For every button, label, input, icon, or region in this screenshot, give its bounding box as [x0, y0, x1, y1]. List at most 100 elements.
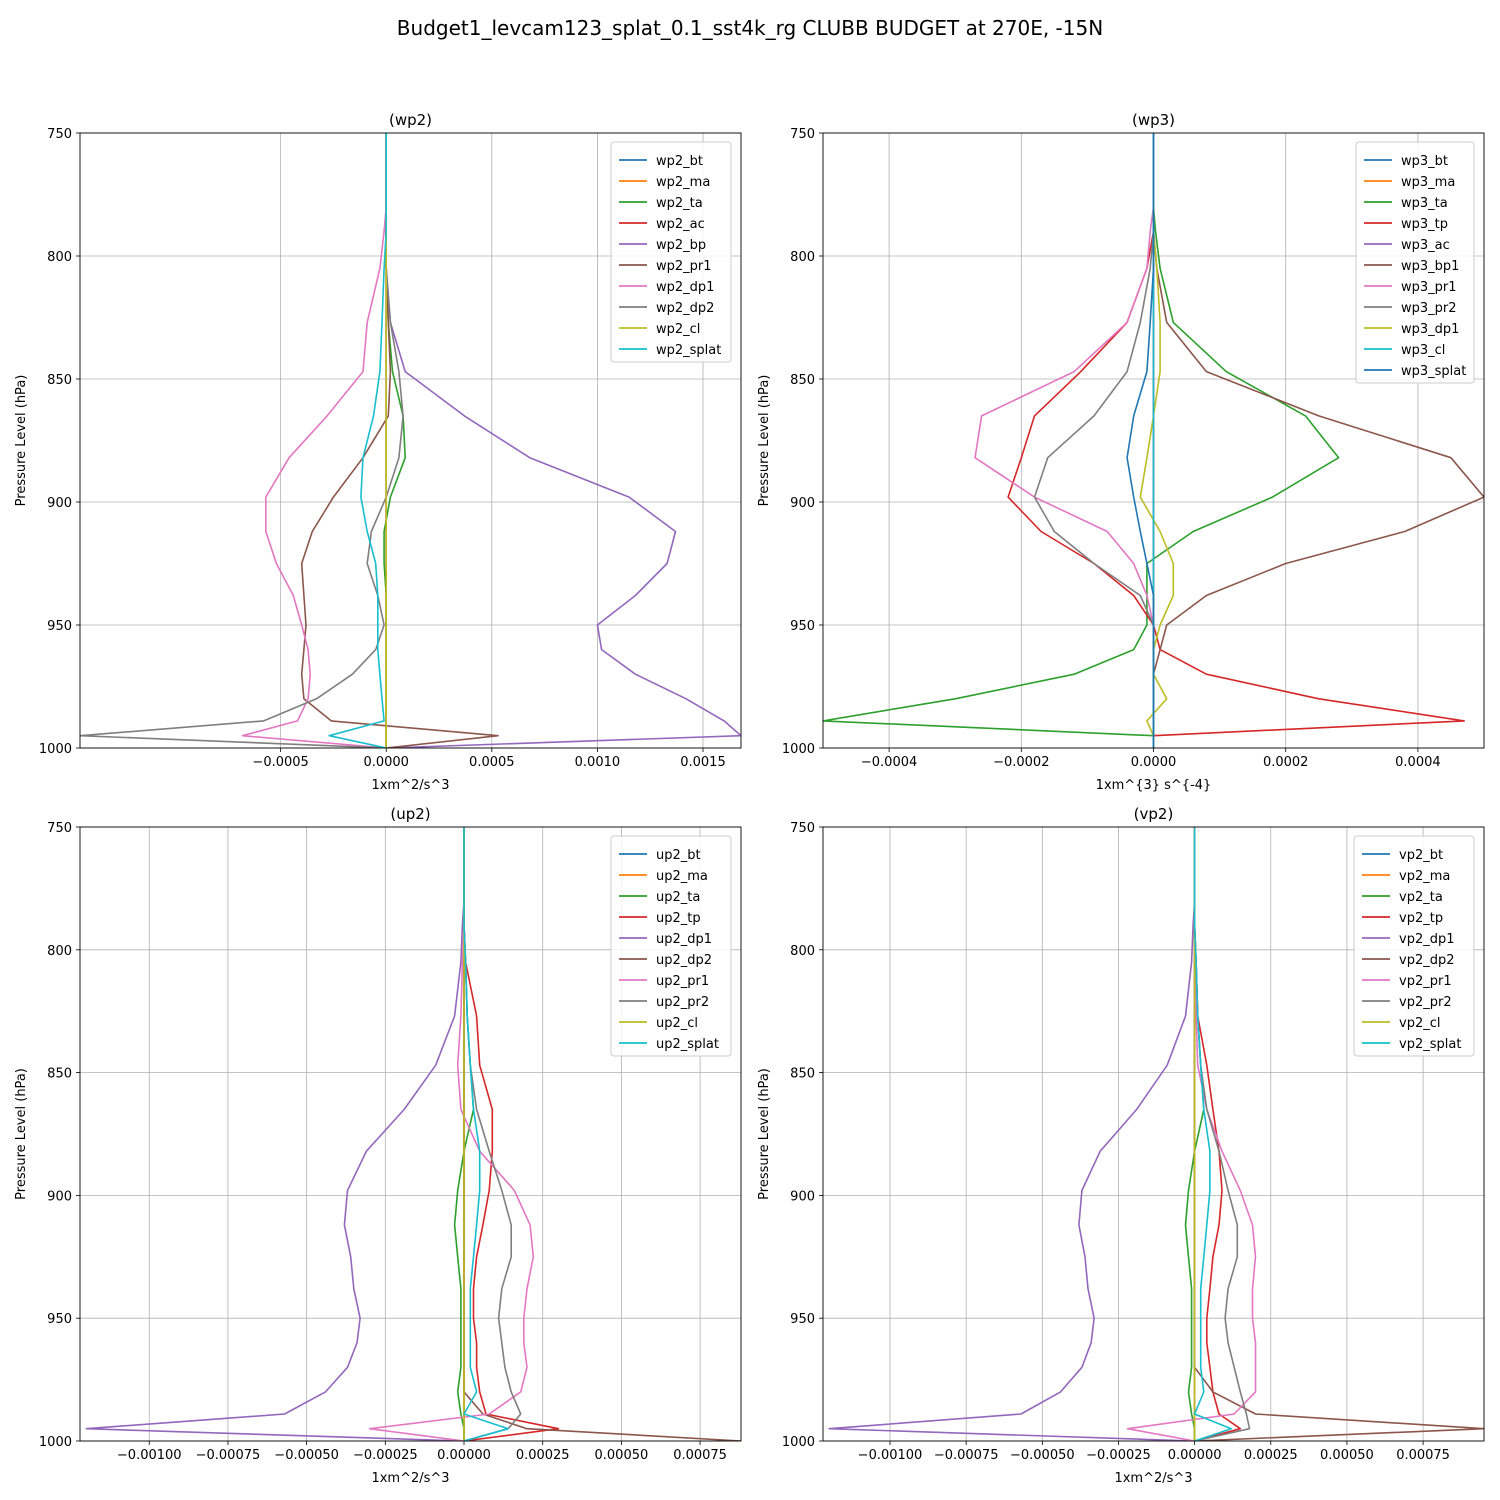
x-axis-label: 1xm^2/s^3 [371, 778, 449, 793]
y-tick-label: 900 [790, 1189, 815, 1204]
x-tick-label: 0.00050 [1320, 1448, 1374, 1463]
series-line-up2_tp [463, 827, 560, 1441]
y-tick-label: 1000 [782, 742, 815, 757]
chart-title: (wp3) [1132, 111, 1175, 129]
series-line-wp3_ta [823, 133, 1340, 748]
legend-entry: wp3_cl [1401, 343, 1445, 358]
y-axis-label: Pressure Level (hPa) [757, 375, 772, 507]
legend-entry: wp2_ma [656, 175, 710, 190]
y-tick-label: 800 [790, 944, 815, 959]
legend-entry: up2_ma [656, 869, 708, 884]
series-line-vp2_pr2 [1193, 827, 1251, 1441]
series-line-wp3_pr1 [974, 133, 1155, 748]
x-tick-label: −0.0004 [861, 755, 917, 770]
legend-entry: up2_dp1 [656, 932, 712, 947]
x-tick-label: 0.0004 [1395, 755, 1441, 770]
x-tick-label: −0.00075 [196, 1448, 261, 1463]
legend-entry: wp3_ta [1401, 196, 1448, 211]
series-line-wp2_ta [383, 133, 407, 748]
legend-entry: wp2_dp1 [656, 280, 714, 295]
y-tick-label: 900 [47, 1189, 72, 1204]
series-line-wp3_pr2 [1033, 133, 1155, 748]
x-tick-label: −0.00100 [117, 1448, 182, 1463]
series-line-up2_dp1 [85, 827, 465, 1441]
y-tick-label: 750 [790, 127, 815, 142]
legend-entry: wp2_dp2 [656, 301, 714, 316]
series-line-vp2_splat [1193, 827, 1232, 1441]
legend: vp2_bt vp2_ma vp2_ta vp2_tp vp2_dp1 vp2_dp2vp… [1353, 835, 1475, 1057]
x-tick-label: 0.0005 [469, 755, 515, 770]
series-group [80, 133, 741, 748]
legend-entry: up2_tp [656, 911, 701, 926]
x-tick-label: 0.0002 [1263, 755, 1309, 770]
x-tick-label: −0.00050 [274, 1448, 339, 1463]
y-tick-label: 800 [47, 250, 72, 265]
x-tick-label: −0.0005 [252, 755, 308, 770]
y-tick-label: 850 [790, 373, 815, 388]
x-tick-label: −0.00050 [1010, 1448, 1075, 1463]
y-axis-label: Pressure Level (hPa) [14, 375, 29, 507]
x-tick-label: −0.0002 [993, 755, 1049, 770]
legend-entry: up2_pr2 [656, 995, 709, 1010]
x-tick-label: 0.00000 [437, 1448, 491, 1463]
chart-panel-4: −0.00100 −0.00075 −0.00050 −0.00025 0.00000 0… [757, 805, 1485, 1486]
series-line-up2_pr1 [368, 827, 535, 1441]
figure-title: Budget1_levcam123_splat_0.1_sst4k_rg CLU… [396, 16, 1104, 40]
y-tick-label: 1000 [782, 1435, 815, 1450]
legend-entry: vp2_dp2 [1399, 953, 1455, 968]
y-tick-label: 950 [790, 619, 815, 634]
legend-entry: up2_splat [656, 1037, 719, 1052]
x-axis-label: 1xm^2/s^3 [371, 1471, 449, 1486]
plot-frame [79, 826, 742, 1442]
chart-panel-2: −0.0004 −0.0002 0.0000 0.0002 0.0004 750 800 85… [757, 111, 1485, 793]
legend-entry: wp3_pr1 [1401, 280, 1457, 295]
series-line-up2_splat [463, 827, 509, 1441]
legend-entry: wp3_ma [1401, 175, 1455, 190]
legend-entry: wp2_bp [656, 238, 706, 253]
plot-frame [822, 132, 1485, 749]
series-group [823, 133, 1484, 748]
y-tick-label: 1000 [39, 1435, 72, 1450]
series-group [85, 827, 741, 1441]
x-tick-label: 0.00025 [1244, 1448, 1298, 1463]
legend-entry: vp2_pr1 [1399, 974, 1452, 989]
y-tick-label: 1000 [39, 742, 72, 757]
y-tick-label: 750 [47, 821, 72, 836]
series-line-wp3_splat [1126, 133, 1155, 748]
legend-entry: wp2_splat [656, 343, 721, 358]
legend-entry: wp3_bt [1401, 154, 1448, 169]
y-tick-label: 900 [47, 496, 72, 511]
x-tick-label: 0.00075 [673, 1448, 727, 1463]
legend-entry: up2_cl [656, 1016, 698, 1031]
chart-title: (wp2) [389, 111, 432, 129]
legend: up2_bt up2_ma up2_ta up2_tp up2_dp1 up2_dp2up… [610, 835, 732, 1057]
x-axis-label: 1xm^{3} s^{-4} [1096, 778, 1212, 793]
x-tick-label: 0.0010 [575, 755, 621, 770]
series-line-wp2_dp2 [80, 133, 404, 748]
x-tick-label: −0.00025 [1086, 1448, 1151, 1463]
y-tick-label: 850 [47, 373, 72, 388]
series-line-vp2_dp1 [828, 827, 1196, 1441]
legend-entry: up2_bt [656, 848, 701, 863]
chart-title: (up2) [390, 805, 430, 823]
chart-title: (vp2) [1134, 805, 1174, 823]
legend: wp3_bt wp3_ma wp3_ta wp3_tp wp3_ac wp3_bp1 wp3… [1355, 141, 1475, 384]
series-line-wp3_dp1 [1139, 133, 1175, 748]
x-tick-label: 0.00025 [516, 1448, 570, 1463]
y-tick-label: 950 [47, 619, 72, 634]
legend-entry: wp2_ac [656, 217, 705, 232]
y-tick-label: 750 [47, 127, 72, 142]
legend-entry: vp2_splat [1399, 1037, 1461, 1052]
legend-entry: wp2_bt [656, 154, 703, 169]
y-axis-label: Pressure Level (hPa) [757, 1068, 772, 1200]
legend-entry: vp2_ta [1399, 890, 1443, 905]
legend-entry: vp2_ma [1399, 869, 1450, 884]
legend-entry: vp2_cl [1399, 1016, 1440, 1031]
legend-entry: vp2_pr2 [1399, 995, 1452, 1010]
x-tick-label: 0.0000 [1131, 755, 1177, 770]
legend-entry: wp2_pr1 [656, 259, 712, 274]
x-tick-label: 0.00050 [595, 1448, 649, 1463]
y-tick-label: 800 [790, 250, 815, 265]
